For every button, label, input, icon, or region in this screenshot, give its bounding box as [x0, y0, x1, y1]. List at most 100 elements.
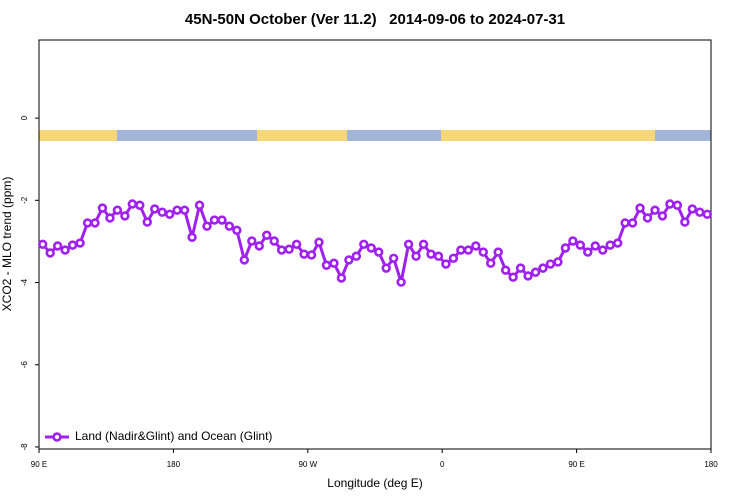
point [306, 250, 317, 260]
point [321, 260, 332, 270]
point [45, 248, 55, 258]
point [515, 263, 526, 273]
point [680, 217, 690, 227]
point [612, 238, 623, 248]
point [583, 247, 593, 257]
point [545, 259, 556, 269]
land-ocean-strip [39, 130, 711, 141]
point [575, 240, 586, 250]
point [75, 238, 85, 248]
point [590, 241, 600, 251]
point [523, 271, 533, 281]
point [217, 215, 227, 225]
point [232, 225, 242, 236]
point [120, 211, 130, 221]
point [38, 239, 48, 249]
chart-title: 45N-50N October (Ver 11.2) 2014-09-06 to… [185, 11, 565, 28]
point [657, 211, 668, 221]
point [224, 221, 235, 231]
point [82, 218, 93, 228]
point [620, 218, 630, 228]
point [299, 249, 309, 259]
point [172, 205, 182, 215]
x-axis-label: Longitude (deg E) [327, 476, 422, 490]
point [127, 199, 138, 209]
x-tick-label: 90 E [31, 460, 47, 469]
ocean [655, 130, 711, 141]
point [97, 203, 108, 213]
point [359, 239, 369, 249]
point [471, 241, 481, 251]
point [209, 215, 220, 225]
point [388, 253, 399, 263]
point [598, 245, 608, 255]
point [284, 244, 294, 254]
point [239, 255, 250, 265]
point [179, 205, 190, 215]
point [627, 218, 638, 228]
point [67, 240, 78, 250]
point [530, 267, 541, 277]
ocean [347, 130, 441, 141]
point [568, 236, 578, 246]
point [276, 245, 287, 255]
land [441, 130, 655, 141]
point [403, 239, 414, 249]
point [605, 240, 615, 250]
point [426, 249, 436, 259]
point [202, 221, 212, 231]
point [463, 245, 474, 255]
legend-marker [52, 432, 62, 442]
point [553, 257, 563, 267]
point [52, 241, 63, 251]
point [247, 236, 257, 246]
point [456, 245, 466, 255]
land [257, 130, 347, 141]
point [396, 277, 406, 287]
point [538, 263, 548, 273]
x-tick-label: 90 W [298, 460, 317, 469]
point [366, 243, 376, 253]
point [269, 236, 279, 246]
point [418, 239, 429, 249]
point [187, 232, 197, 243]
point [291, 239, 302, 249]
x-tick-label: 0 [440, 460, 445, 469]
y-tick-label: 0 [20, 115, 29, 120]
y-tick-label: -2 [20, 196, 29, 204]
point [486, 258, 496, 268]
point [448, 253, 459, 263]
point [157, 207, 167, 217]
y-axis-label: XCO2 - MLO trend (ppm) [0, 177, 14, 312]
x-tick-label: 180 [704, 460, 718, 469]
point [500, 265, 511, 275]
y-tick-label: -4 [20, 278, 29, 286]
point [314, 237, 324, 247]
point [433, 251, 444, 261]
point [411, 251, 421, 261]
point [194, 200, 205, 210]
point [672, 200, 683, 210]
x-tick-label: 180 [167, 460, 181, 469]
point [687, 204, 698, 214]
point [493, 247, 503, 257]
ocean [117, 130, 257, 141]
point [105, 213, 115, 223]
point [150, 204, 160, 214]
point [635, 203, 645, 213]
point [478, 247, 488, 257]
y-tick-label: -8 [20, 443, 29, 451]
y-tick-label: -6 [20, 361, 29, 369]
point [329, 258, 339, 268]
point [508, 272, 518, 282]
point [695, 207, 705, 217]
point [374, 247, 384, 257]
point [60, 245, 70, 255]
point [254, 241, 264, 251]
point [642, 213, 653, 223]
point [262, 230, 272, 240]
point [142, 217, 152, 227]
x-tick-label: 90 E [568, 460, 584, 469]
point [336, 273, 347, 283]
